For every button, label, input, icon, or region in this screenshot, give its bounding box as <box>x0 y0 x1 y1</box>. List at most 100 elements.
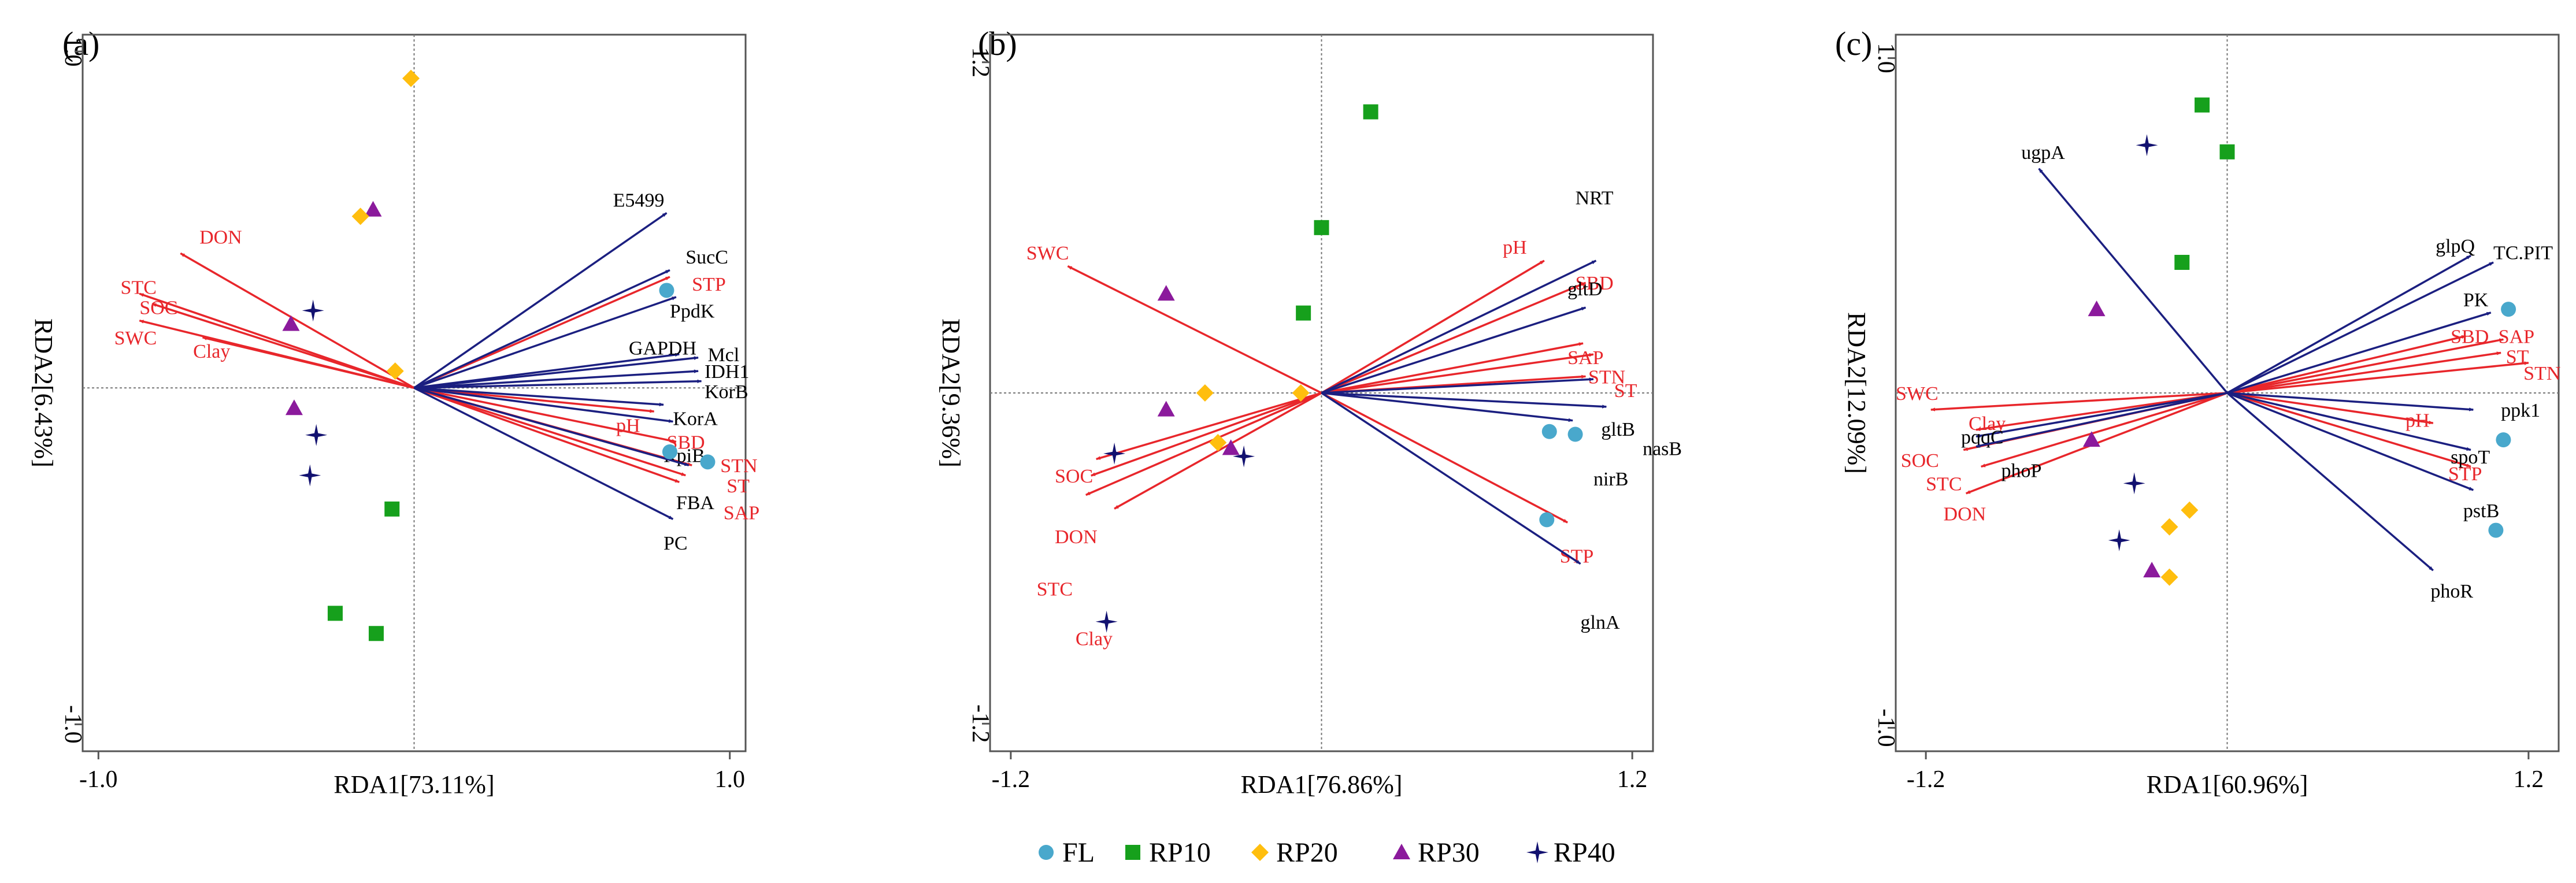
gene-arrow-glpq <box>2226 254 2471 394</box>
env-arrow-stp <box>1321 392 1568 524</box>
env-arrow-sap <box>2227 338 2504 394</box>
env-label-st: ST <box>1614 380 1637 402</box>
env-arrow-don <box>180 252 415 389</box>
gene-arrow-pc <box>413 387 674 520</box>
env-arrow-sbd <box>414 387 677 443</box>
gene-arrow-phop <box>1975 392 2227 448</box>
legend-label-rp40: RP40 <box>1554 837 1615 868</box>
env-label-soc: SOC <box>1055 466 1093 487</box>
x-tick-label: -1.0 <box>79 766 118 793</box>
env-label-soc: SOC <box>139 298 177 319</box>
x-tick-label: 1.2 <box>1617 766 1648 793</box>
env-label-swc: SWC <box>114 328 157 349</box>
gene-arrow-korb <box>414 379 702 389</box>
env-arrow-sap <box>1321 342 1584 394</box>
env-arrow-st <box>413 387 686 477</box>
env-arrow-stc <box>1085 392 1322 496</box>
env-arrow-clay <box>1975 392 2227 431</box>
env-label-sbd: SBD <box>2451 326 2489 347</box>
point-fl <box>1541 424 1557 439</box>
env-arrow-stp <box>2226 392 2471 468</box>
env-label-stc: STC <box>121 277 157 299</box>
point-rp20 <box>1209 433 1227 451</box>
gene-label-nasb: nasB <box>1643 438 1682 459</box>
point-rp40 <box>1233 445 1255 468</box>
y-axis-label: RDA2[12.09%] <box>1843 312 1871 474</box>
gene-arrow-nirb <box>1321 392 1573 422</box>
gene-arrow-ppdk <box>413 296 677 389</box>
env-label-stn: STN <box>1588 366 1625 388</box>
legend-label-fl: FL <box>1062 837 1095 868</box>
point-rp10 <box>2219 144 2235 159</box>
env-arrow-ph <box>2227 392 2434 425</box>
gene-label-tc.pit: TC.PIT <box>2493 243 2553 264</box>
env-label-don: DON <box>199 227 242 248</box>
gene-arrow-ppk1 <box>2227 392 2474 411</box>
gene-arrow-pstb <box>2226 392 2474 491</box>
env-label-clay: Clay <box>193 341 230 362</box>
panel-label: (b) <box>978 25 1017 62</box>
gene-arrow-tc.pit <box>2226 261 2494 394</box>
gene-arrow-phor <box>2226 392 2434 572</box>
gene-label-glpq: glpQ <box>2436 236 2475 257</box>
env-label-st: ST <box>727 476 750 497</box>
y-tick-label: 1.0 <box>1873 43 1899 73</box>
y-axis-label: RDA2[9.36%] <box>937 318 965 468</box>
env-label-sap: SAP <box>2499 326 2534 347</box>
point-rp30 <box>364 201 382 217</box>
env-label-stn: STN <box>720 455 757 477</box>
point-rp40 <box>1095 610 1118 633</box>
gene-label-nirb: nirB <box>1593 469 1628 490</box>
env-label-stc: STC <box>1037 579 1073 600</box>
gene-label-nrt: NRT <box>1576 187 1614 209</box>
gene-label-ppdk: PpdK <box>670 300 715 322</box>
env-arrow-don <box>1090 392 1322 477</box>
env-arrow-soc <box>1095 392 1322 461</box>
gene-label-pstb: pstB <box>2463 500 2499 522</box>
env-arrow-swc <box>1067 265 1322 394</box>
legend-marker-rp20 <box>1251 844 1269 861</box>
y-tick-label: 1.2 <box>967 47 994 77</box>
point-rp20 <box>1292 384 1310 402</box>
env-label-clay: Clay <box>1969 413 2006 435</box>
panel-1: (b) -1.2 1.2 -1.2 1.2 RDA1[76.86%] RDA2[9.36%]… <box>937 25 1682 799</box>
gene-label-gltb: gltB <box>1601 419 1635 440</box>
env-label-sap: SAP <box>724 503 759 524</box>
point-fl <box>1539 512 1555 528</box>
y-tick-label: -1.0 <box>60 705 86 744</box>
gene-label-gapdh: GAPDH <box>629 337 696 359</box>
gene-arrow-gltd <box>1321 306 1587 394</box>
gene-label-idh1: IDH1 <box>705 361 749 383</box>
env-label-stp: STP <box>1560 546 1594 567</box>
env-arrow-stn <box>2227 361 2529 394</box>
point-rp10 <box>1314 220 1329 235</box>
gene-arrow-succ <box>413 269 670 389</box>
point-rp20 <box>2160 518 2178 536</box>
env-label-stn: STN <box>2523 363 2560 384</box>
x-axis-label: RDA1[60.96%] <box>2147 770 2308 799</box>
gene-arrow-mcl <box>414 356 699 389</box>
point-rp30 <box>1157 285 1175 301</box>
point-rp30 <box>1157 400 1175 417</box>
point-fl <box>1567 426 1583 442</box>
point-fl <box>2501 302 2516 317</box>
gene-label-phor: phoR <box>2430 581 2473 602</box>
env-label-stp: STP <box>692 274 726 295</box>
point-rp20 <box>386 362 404 380</box>
y-tick-label: 1.0 <box>60 36 86 67</box>
legend-label-rp30: RP30 <box>1418 837 1480 868</box>
env-arrow-swc <box>1930 392 2227 411</box>
gene-arrow-rpib <box>414 387 674 423</box>
point-rp30 <box>2143 562 2161 578</box>
point-rp20 <box>1196 384 1214 402</box>
panels: (a) -1.0 1.0 -1.0 1.0 RDA1[73.11%] RDA2[6.43%]… <box>29 25 2560 799</box>
point-fl <box>2488 522 2504 538</box>
panel-label: (c) <box>1835 25 1872 62</box>
x-tick-label: -1.2 <box>1907 766 1945 793</box>
point-fl <box>659 283 674 298</box>
gene-arrow-idh1 <box>414 369 699 389</box>
gene-arrow-nasb <box>1321 392 1607 409</box>
env-label-don: DON <box>1055 526 1098 548</box>
env-arrow-ph <box>1321 259 1545 394</box>
